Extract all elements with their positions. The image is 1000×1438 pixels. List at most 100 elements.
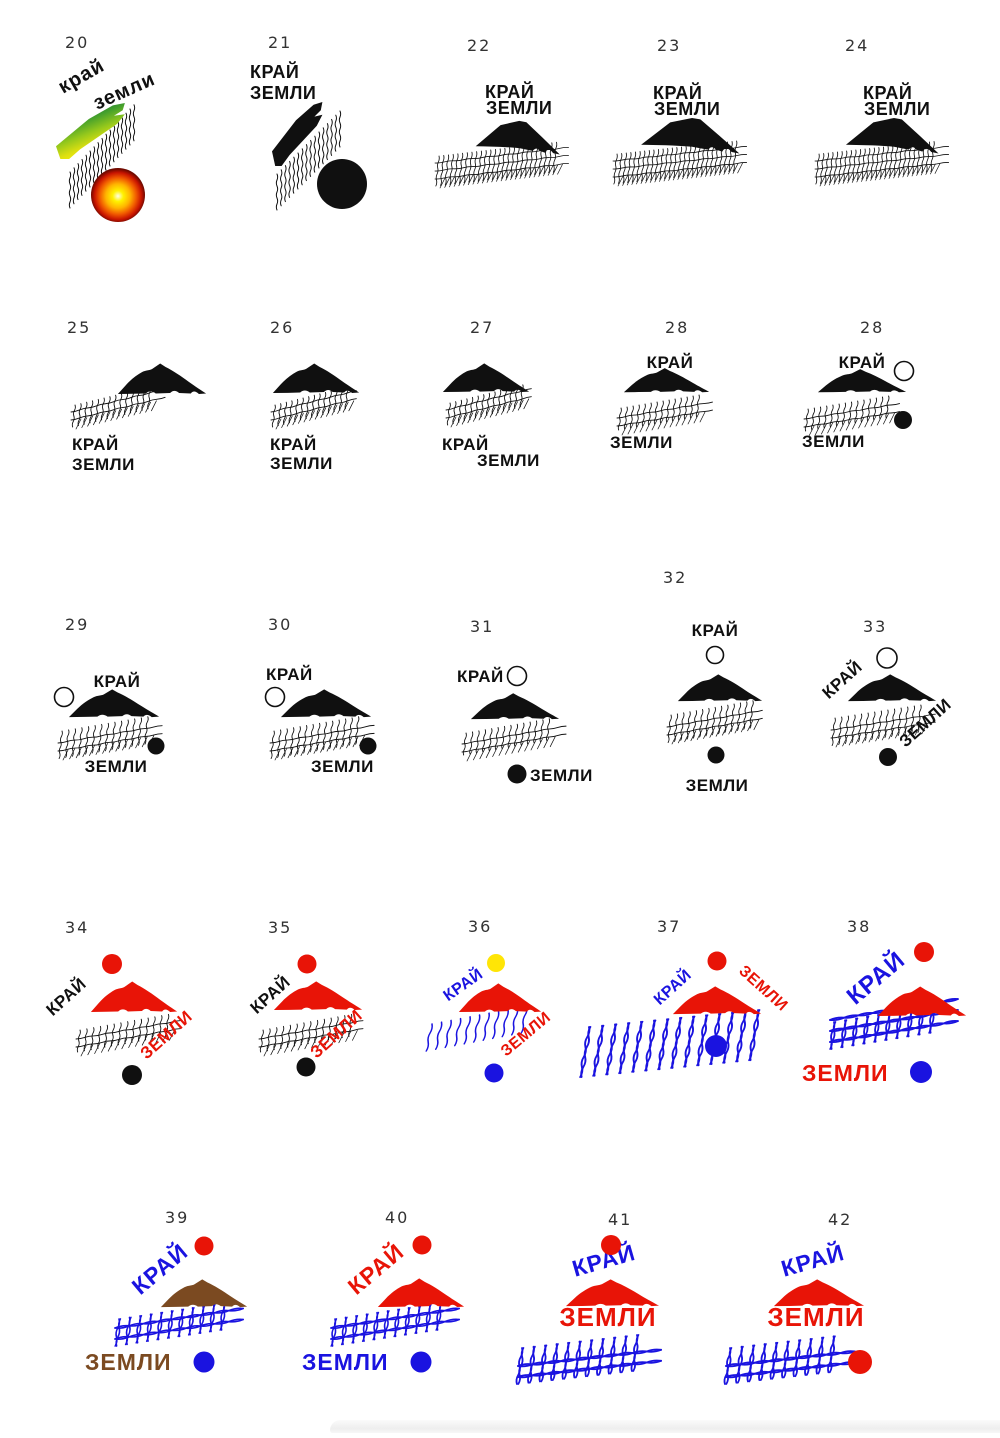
mountain-plateau bbox=[475, 120, 560, 155]
brand-word-kray: КРАЙ bbox=[250, 61, 299, 82]
sun-dot-circle bbox=[507, 764, 527, 784]
brand-word-zemli: ЗЕМЛИ bbox=[477, 451, 540, 470]
brand-word-kray: КРАЙ bbox=[692, 621, 739, 640]
brand-word-kray: КРАЙ bbox=[457, 667, 504, 686]
sun-dot-circle bbox=[147, 737, 165, 755]
brand-word-zemli: ЗЕМЛИ bbox=[72, 455, 135, 474]
logo-number: 24 bbox=[845, 36, 870, 55]
logo-number: 27 bbox=[470, 318, 495, 337]
waves-pattern bbox=[330, 1302, 460, 1347]
logo-number: 36 bbox=[468, 917, 493, 936]
mountain-hill bbox=[272, 363, 360, 394]
waves-pattern bbox=[269, 716, 375, 761]
logo-number: 35 bbox=[268, 918, 293, 937]
brand-word-kray: КРАЙ bbox=[266, 665, 313, 684]
sun-dot-circle bbox=[910, 1061, 932, 1083]
brand-word-kray: КРАЙ bbox=[778, 1238, 847, 1282]
brand-word-zemli: ЗЕМЛИ bbox=[270, 454, 333, 473]
brand-word-kray: КРАЙ bbox=[94, 672, 141, 691]
logo-variant-22: 22 КРАЙ ЗЕМЛИ bbox=[430, 28, 630, 248]
brand-word-zemli: ЗЕМЛИ bbox=[559, 1302, 656, 1332]
brand-word-kray: КРАЙ bbox=[863, 82, 912, 103]
logo-variant-41: 41 КРАЙ ЗЕМЛИ bbox=[515, 1195, 725, 1395]
logo-variant-42: 42 КРАЙ ЗЕМЛИ bbox=[723, 1195, 945, 1395]
logo-number: 34 bbox=[65, 918, 90, 937]
mountain-hill bbox=[565, 1279, 660, 1307]
waves-pattern bbox=[445, 384, 532, 428]
brand-word-kray: КРАЙ bbox=[43, 974, 90, 1019]
sun-dot-circle bbox=[122, 1065, 142, 1085]
mountain-hill bbox=[68, 689, 160, 718]
sun-dot-circle bbox=[707, 746, 725, 764]
sun-dot-circle bbox=[894, 411, 912, 429]
logo-number: 31 bbox=[470, 617, 495, 636]
waves-pattern bbox=[68, 104, 136, 209]
mountain-hill bbox=[442, 363, 530, 393]
waves-pattern bbox=[70, 386, 166, 430]
logo-number: 30 bbox=[268, 615, 293, 634]
brand-word-kray: КРАЙ bbox=[270, 435, 317, 454]
sun-outline-circle bbox=[876, 647, 898, 669]
brand-word-zemli: ЗЕМЛИ bbox=[896, 695, 955, 751]
logo-number: 42 bbox=[828, 1210, 853, 1229]
logo-number: 22 bbox=[467, 36, 492, 55]
mountain-hill bbox=[280, 689, 372, 718]
logo-variant-30: 30 КРАЙ ЗЕМЛИ bbox=[248, 600, 448, 800]
logo-number: 21 bbox=[268, 33, 293, 52]
logo-number: 32 bbox=[663, 568, 688, 587]
brand-word-zemli: ЗЕМЛИ bbox=[802, 1060, 889, 1086]
waves-pattern bbox=[814, 141, 950, 187]
brand-word-zemli: ЗЕМЛИ bbox=[802, 432, 865, 451]
waves-pattern bbox=[275, 110, 342, 211]
brand-word-zemli: ЗЕМЛИ bbox=[311, 757, 374, 776]
logo-variant-36: 36 КРАЙ ЗЕМЛИ bbox=[425, 900, 628, 1100]
sun-outline-circle bbox=[893, 360, 915, 382]
logo-variant-26: 26 КРАЙ ЗЕМЛИ bbox=[248, 305, 448, 480]
logo-number: 28 bbox=[860, 318, 885, 337]
sun-dot-circle bbox=[707, 951, 727, 971]
logo-variant-38: 38 КРАЙ ЗЕМЛИ bbox=[800, 900, 1000, 1100]
mountain-hill bbox=[677, 674, 763, 702]
sun-dot-circle bbox=[317, 159, 367, 209]
logo-variant-25: 25 КРАЙ ЗЕМЛИ bbox=[45, 305, 245, 480]
mountain-hill bbox=[117, 363, 207, 394]
sun-gradient-circle bbox=[91, 168, 145, 222]
logo-variant-28: 28 КРАЙ ЗЕМЛИ bbox=[608, 305, 808, 480]
sun-dot-circle bbox=[484, 1063, 504, 1083]
logo-variant-23: 23 КРАЙ ЗЕМЛИ bbox=[612, 28, 830, 248]
mountain-hill bbox=[773, 1279, 865, 1307]
logo-variant-24: 24 КРАЙ ЗЕМЛИ bbox=[814, 28, 1000, 248]
logo-variant-31: 31 КРАЙ ЗЕМЛИ bbox=[440, 600, 650, 800]
logo-variant-27: 27 КРАЙ ЗЕМЛИ bbox=[430, 305, 630, 490]
brand-word-kray: КРАЙ bbox=[442, 435, 489, 454]
logo-number: 40 bbox=[385, 1208, 410, 1227]
brand-word-kray: КРАЙ bbox=[72, 435, 119, 454]
brand-word-kray: КРАЙ bbox=[839, 353, 886, 372]
logo-variant-21: 21 КРАЙ ЗЕМЛИ bbox=[235, 28, 435, 278]
logo-number: 39 bbox=[165, 1208, 190, 1227]
logo-variant-29: 29 КРАЙ ЗЕМЛИ bbox=[45, 600, 245, 800]
logo-number: 23 bbox=[657, 36, 682, 55]
mountain-hill bbox=[623, 368, 710, 393]
sun-outline-circle bbox=[506, 665, 528, 687]
waves-pattern bbox=[461, 718, 567, 762]
brand-word-zemli: ЗЕМЛИ bbox=[610, 433, 673, 452]
logo-variant-39: 39 КРАЙ ЗЕМЛИ bbox=[85, 1195, 290, 1395]
brand-word-kray: КРАЙ bbox=[653, 82, 702, 103]
logo-number: 38 bbox=[847, 917, 872, 936]
logo-number: 41 bbox=[608, 1210, 633, 1229]
brand-word-zemli: ЗЕМЛИ bbox=[654, 99, 720, 119]
waves-pattern bbox=[258, 1013, 364, 1057]
brand-word-zemli: ЗЕМЛИ bbox=[302, 1349, 389, 1375]
page-bottom-shade bbox=[330, 1420, 1000, 1433]
waves-pattern bbox=[515, 1334, 662, 1385]
